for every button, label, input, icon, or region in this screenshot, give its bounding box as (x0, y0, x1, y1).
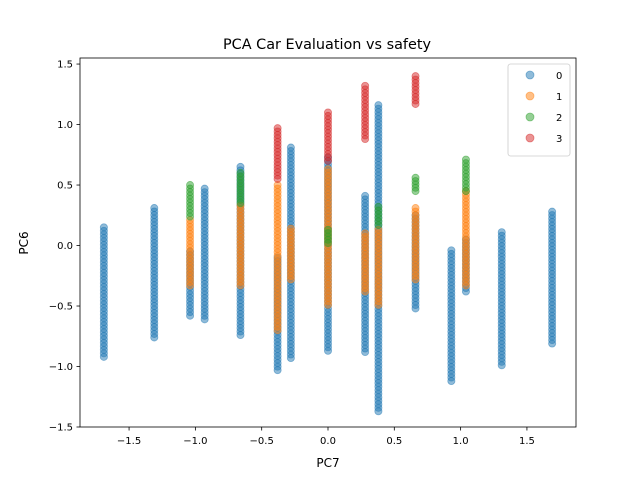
data-point (99, 352, 108, 361)
data-point (461, 281, 470, 290)
data-point (411, 99, 420, 108)
data-point (548, 339, 557, 348)
data-point (186, 212, 195, 221)
data-point (411, 304, 420, 313)
legend-label: 2 (556, 113, 562, 124)
y-axis: −1.5 −1.0 −0.5 0.0 0.5 1.0 1.5 (49, 60, 80, 434)
legend-marker (525, 112, 535, 122)
data-point (323, 239, 332, 248)
data-point (286, 275, 295, 284)
chart-title: PCA Car Evaluation vs safety (223, 37, 431, 53)
y-tick-label: −1.5 (49, 423, 73, 434)
data-point (374, 220, 383, 229)
y-tick-label: 1.0 (57, 120, 73, 131)
data-point (361, 287, 370, 296)
legend: 0 1 2 3 (507, 63, 571, 157)
data-point (186, 281, 195, 290)
y-tick-label: 0.0 (57, 241, 73, 252)
y-tick-label: 0.5 (57, 181, 73, 192)
data-point (236, 331, 245, 340)
series-3 (273, 72, 420, 183)
y-axis-label: PC6 (17, 231, 31, 254)
data-point (374, 300, 383, 309)
data-point (361, 347, 370, 356)
data-point (273, 326, 282, 335)
data-point (411, 275, 420, 284)
series-2 (186, 155, 470, 248)
data-point (497, 361, 506, 370)
data-point (323, 156, 332, 165)
legend-label: 0 (556, 71, 562, 82)
x-tick-label: −0.5 (250, 436, 274, 447)
data-point (323, 346, 332, 355)
data-point (323, 300, 332, 309)
plot-area (99, 72, 557, 416)
data-point (361, 135, 370, 144)
data-point (374, 407, 383, 416)
data-point (461, 187, 470, 196)
data-point (200, 315, 209, 324)
x-tick-label: −1.0 (183, 436, 207, 447)
x-axis: −1.5 −1.0 −0.5 0.0 0.5 1.0 1.5 (117, 427, 535, 447)
y-tick-label: 1.5 (57, 60, 73, 71)
x-tick-label: 1.5 (519, 436, 535, 447)
legend-label: 1 (556, 92, 562, 103)
data-point (411, 187, 420, 196)
x-tick-label: 0.0 (320, 436, 336, 447)
data-point (273, 174, 282, 183)
legend-marker (525, 91, 535, 101)
x-axis-label: PC7 (316, 456, 339, 470)
data-point (236, 281, 245, 290)
y-tick-label: −0.5 (49, 302, 73, 313)
data-point (447, 377, 456, 386)
data-point (150, 333, 159, 342)
data-point (186, 311, 195, 320)
y-tick-label: −1.0 (49, 362, 73, 373)
x-tick-label: 1.0 (453, 436, 469, 447)
x-tick-label: −1.5 (117, 436, 141, 447)
legend-marker (525, 133, 535, 143)
legend-box (507, 63, 571, 157)
legend-marker (525, 70, 535, 80)
x-tick-label: 0.5 (386, 436, 402, 447)
data-points (99, 72, 557, 416)
data-point (286, 354, 295, 363)
data-point (273, 366, 282, 375)
legend-label: 3 (556, 134, 562, 145)
data-point (236, 199, 245, 208)
